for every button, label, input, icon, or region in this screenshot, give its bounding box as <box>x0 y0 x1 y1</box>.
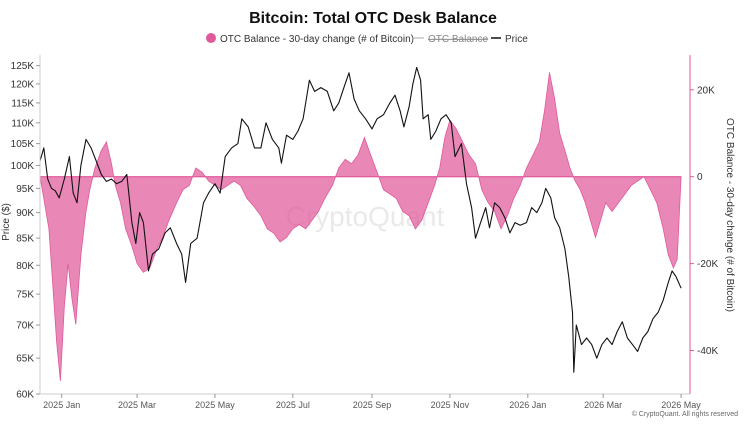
x-tick-label: 2026 May <box>661 400 701 410</box>
left-tick-label: 100K <box>11 161 35 172</box>
left-tick-label: 120K <box>11 79 35 90</box>
left-tick-label: 60K <box>16 390 34 401</box>
axes: 60K 65K 70K 75K 80K 85K 90K 95K 100K 105K 110K 115K… <box>11 55 718 410</box>
left-tick-label: 115K <box>11 98 34 109</box>
left-tick-label: 75K <box>16 290 34 301</box>
right-tick-label: -20K <box>697 259 718 270</box>
legend: OTC Balance - 30-day change (# of Bitcoi… <box>206 33 528 45</box>
left-tick-label: 70K <box>16 321 34 332</box>
legend-swatch-otc-change <box>206 33 216 43</box>
left-axis-label: Price ($) <box>1 203 12 241</box>
x-tick-label: 2025 May <box>195 400 235 410</box>
plot-area <box>39 66 682 382</box>
legend-entry-otc-change[interactable]: OTC Balance - 30-day change (# of Bitcoi… <box>220 34 414 45</box>
price-line <box>39 66 682 373</box>
left-tick-label: 85K <box>16 234 34 245</box>
chart-title: Bitcoin: Total OTC Desk Balance <box>249 10 497 27</box>
left-tick-label: 80K <box>16 261 34 272</box>
left-tick-label: 90K <box>16 208 34 219</box>
left-tick-label: 110K <box>11 118 34 129</box>
left-tick-label: 105K <box>11 139 35 150</box>
x-tick-label: 2025 Jul <box>276 400 310 410</box>
right-tick-label: 0 <box>697 172 703 183</box>
copyright-text: © CryptoQuant. All rights reserved <box>632 410 738 418</box>
otc-change-area <box>39 72 682 382</box>
x-tick-label: 2025 Mar <box>118 400 156 410</box>
left-tick-label: 65K <box>16 354 34 365</box>
right-axis-label: OTC Balance - 30-day change (# of Bitcoi… <box>724 118 735 312</box>
x-tick-label: 2025 Sep <box>353 400 392 410</box>
left-tick-label: 125K <box>11 61 35 72</box>
x-tick-label: 2026 Mar <box>584 400 622 410</box>
legend-entry-otc-balance[interactable]: OTC Balance <box>428 34 488 45</box>
legend-entry-price[interactable]: Price <box>505 34 528 45</box>
x-tick-label: 2025 Nov <box>431 400 470 410</box>
right-tick-label: -40K <box>697 346 718 357</box>
left-tick-label: 95K <box>16 184 34 195</box>
x-tick-label: 2025 Jan <box>43 400 80 410</box>
x-tick-label: 2026 Jan <box>509 400 546 410</box>
right-tick-label: 20K <box>697 85 715 96</box>
